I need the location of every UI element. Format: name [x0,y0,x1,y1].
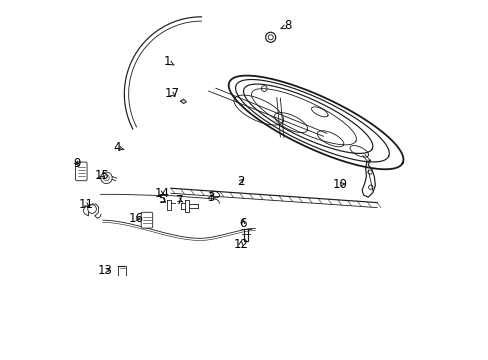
Text: 8: 8 [281,19,291,32]
Text: 12: 12 [233,238,248,251]
FancyBboxPatch shape [76,162,87,181]
Text: 11: 11 [79,198,93,211]
Text: 5: 5 [158,193,165,206]
Text: 17: 17 [164,87,179,100]
Text: 4: 4 [113,141,123,154]
Polygon shape [180,99,186,104]
Text: 10: 10 [332,178,347,191]
Text: 1: 1 [163,55,174,68]
Text: 3: 3 [206,192,214,204]
Text: 15: 15 [95,169,109,182]
Text: 16: 16 [128,212,143,225]
Text: 2: 2 [237,175,244,188]
Text: 13: 13 [98,264,113,277]
Text: 7: 7 [176,194,183,207]
FancyBboxPatch shape [141,212,152,228]
Text: 14: 14 [154,187,169,200]
Text: 9: 9 [73,157,81,170]
Text: 6: 6 [239,216,246,230]
